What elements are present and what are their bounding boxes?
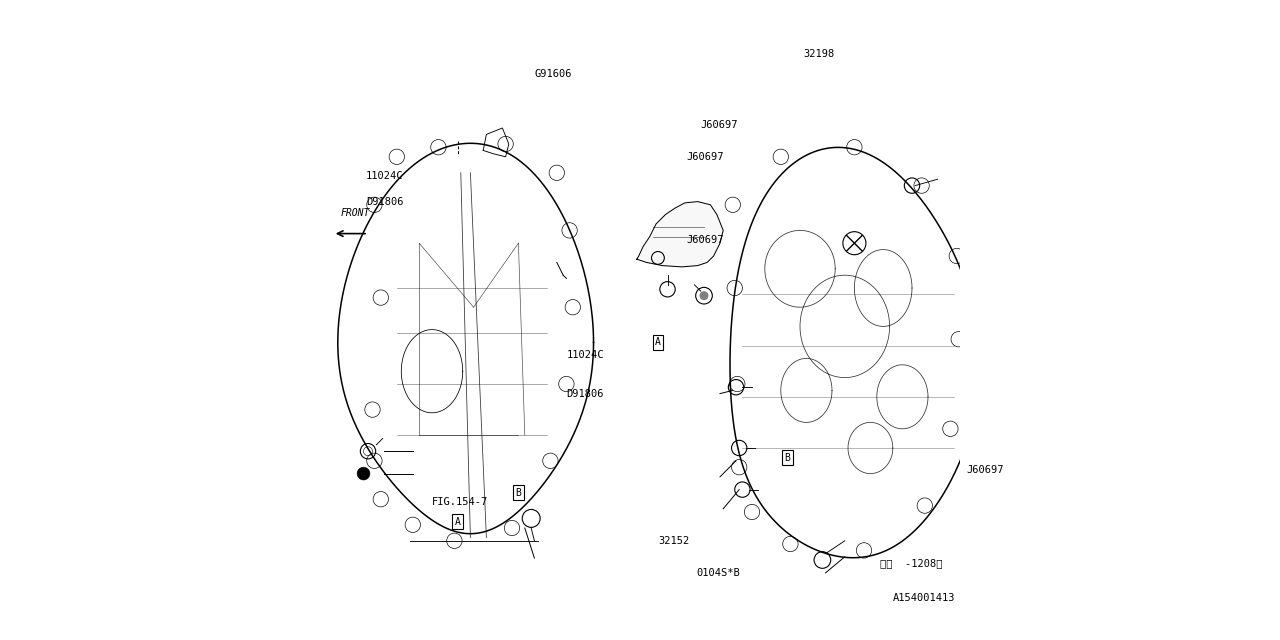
Text: 0104S*B: 0104S*B [696, 568, 740, 578]
Text: J60697: J60697 [687, 152, 724, 162]
Circle shape [357, 467, 370, 480]
Text: FIG.154-7: FIG.154-7 [433, 497, 488, 508]
Circle shape [699, 291, 709, 300]
Text: A154001413: A154001413 [893, 593, 955, 604]
Text: B: B [785, 452, 790, 463]
Text: 32198: 32198 [804, 49, 835, 60]
Text: 32152: 32152 [658, 536, 689, 546]
Text: J60697: J60697 [687, 235, 724, 245]
Text: A: A [655, 337, 660, 348]
Text: D91806: D91806 [566, 388, 604, 399]
Polygon shape [637, 202, 723, 267]
Text: A: A [454, 516, 461, 527]
Text: ※＜  -1208＞: ※＜ -1208＞ [881, 558, 942, 568]
Text: 11024C: 11024C [366, 171, 403, 181]
Text: FRONT: FRONT [340, 207, 370, 218]
Text: J60697: J60697 [701, 120, 739, 130]
Text: D91806: D91806 [366, 196, 403, 207]
Text: 11024C: 11024C [566, 350, 604, 360]
Text: J60697: J60697 [966, 465, 1004, 476]
Text: G91606: G91606 [535, 68, 572, 79]
Text: B: B [516, 488, 521, 498]
